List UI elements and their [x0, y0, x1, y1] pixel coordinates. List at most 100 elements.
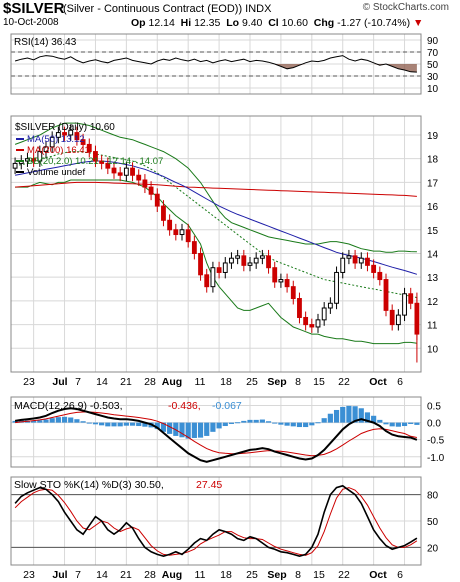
rsi-tick-label: 30 — [427, 72, 439, 83]
price-x-label: Sep — [267, 376, 286, 388]
macd-histogram-bar — [401, 422, 408, 427]
bb-lower-line — [15, 179, 417, 345]
candle-body — [204, 274, 210, 288]
price-x-label: 6 — [397, 376, 403, 388]
candle-body — [123, 167, 129, 176]
candle-body — [105, 162, 111, 169]
candle-body — [297, 298, 302, 318]
rsi-oversold-fill — [15, 64, 417, 73]
candle-body — [49, 136, 55, 148]
sto-legend-label: Slow STO %K(14) %D(3) 30.50, — [14, 479, 164, 491]
macd-histogram-bar — [358, 408, 364, 423]
candle-body — [80, 139, 86, 145]
macd-histogram-bar — [327, 413, 333, 423]
candle-body — [62, 132, 67, 136]
candle-body — [130, 167, 135, 176]
candle-body — [111, 167, 117, 174]
candle-body — [278, 279, 284, 283]
bottom-x-label: 15 — [313, 569, 325, 581]
price-legend-entry: MA(200) 16.41 — [27, 145, 90, 156]
macd-histogram-bar — [408, 422, 414, 424]
sto-d-line — [14, 487, 418, 556]
sto-legend-d: 27.45 — [196, 479, 222, 491]
macd-signal-line — [15, 411, 417, 457]
macd-histogram-bar — [68, 417, 74, 423]
macd-histogram-bar — [74, 419, 80, 423]
price-x-label: 14 — [96, 376, 108, 388]
price-tick-label: 16 — [427, 202, 439, 213]
macd-tick-label: -0.5 — [427, 436, 445, 447]
price-x-label: 28 — [144, 376, 156, 388]
macd-histogram-bar — [253, 419, 259, 423]
candle-body — [198, 252, 203, 276]
price-x-label: 22 — [338, 376, 350, 388]
macd-legend-signal: -0.436, — [168, 400, 201, 412]
bb-middle-line — [15, 151, 418, 299]
candle-body — [25, 158, 30, 162]
price-x-label: 21 — [120, 376, 132, 388]
macd-tick-label: 0.0 — [427, 419, 441, 430]
candle-body — [327, 302, 333, 309]
price-x-label: 25 — [246, 376, 258, 388]
bottom-x-label: 6 — [397, 569, 403, 581]
candle-body — [179, 229, 185, 236]
macd-histogram-bar — [228, 422, 235, 424]
candle-body — [259, 255, 265, 259]
candle-body — [167, 219, 173, 231]
candle-body — [241, 255, 247, 266]
price-x-label: 15 — [313, 376, 325, 388]
macd-histogram-bar — [371, 415, 377, 423]
bottom-x-label: 11 — [195, 569, 206, 581]
candle-body — [272, 267, 278, 283]
price-panel — [10, 115, 422, 373]
bottom-x-label: Jul — [52, 569, 67, 581]
price-legend-entry: Volume undef — [27, 167, 85, 178]
candle-body — [117, 172, 123, 176]
price-tick-label: 10 — [427, 344, 439, 355]
macd-histogram-bar — [31, 420, 37, 423]
price-x-label: 7 — [75, 376, 81, 388]
candle-body — [358, 257, 364, 264]
sto-k-line — [14, 484, 418, 558]
watermark: © StockCharts.com — [362, 2, 449, 13]
macd-histogram-bar — [204, 422, 210, 436]
price-tick-label: 11 — [427, 321, 438, 332]
rsi-line — [14, 55, 417, 73]
price-x-label: 11 — [195, 376, 206, 388]
candle-body — [43, 146, 49, 153]
price-tick-label: 18 — [427, 155, 439, 166]
macd-histogram-bar — [340, 406, 346, 423]
candle-body — [86, 143, 92, 153]
rsi-tick-label: 90 — [427, 36, 439, 47]
price-tick-label: 19 — [427, 131, 439, 142]
macd-histogram-bar — [296, 422, 303, 428]
macd-histogram-bar — [154, 422, 160, 430]
macd-legend-hist: -0.067 — [212, 400, 242, 412]
candle-body — [12, 162, 18, 169]
candle-body — [377, 271, 383, 281]
candle-body — [55, 132, 61, 138]
price-tick-label: 17 — [427, 178, 439, 189]
price-x-label: Aug — [162, 376, 182, 388]
candle-body — [346, 255, 352, 259]
candle-body — [266, 255, 271, 269]
price-tick-label: 12 — [427, 297, 439, 308]
macd-histogram-bar — [309, 422, 315, 426]
price-x-label: Oct — [369, 376, 387, 388]
candle-body — [365, 257, 370, 266]
candle-body — [31, 158, 37, 162]
macd-histogram-bar — [247, 419, 253, 423]
macd-histogram-bar — [167, 422, 173, 434]
candle-body — [235, 255, 241, 259]
macd-legend-label: MACD(12,26,9) -0.503, — [14, 400, 123, 412]
rsi-panel — [10, 33, 422, 95]
candle-body — [191, 241, 197, 254]
candle-body — [334, 271, 339, 304]
quote-date: 10-Oct-2008 — [3, 17, 59, 28]
candle-body — [315, 319, 321, 328]
macd-histogram-bar — [352, 406, 358, 423]
candle-body — [395, 314, 401, 326]
macd-histogram-bar — [259, 419, 265, 423]
macd-histogram-bar — [377, 419, 383, 423]
price-tick-label: 14 — [427, 249, 439, 260]
